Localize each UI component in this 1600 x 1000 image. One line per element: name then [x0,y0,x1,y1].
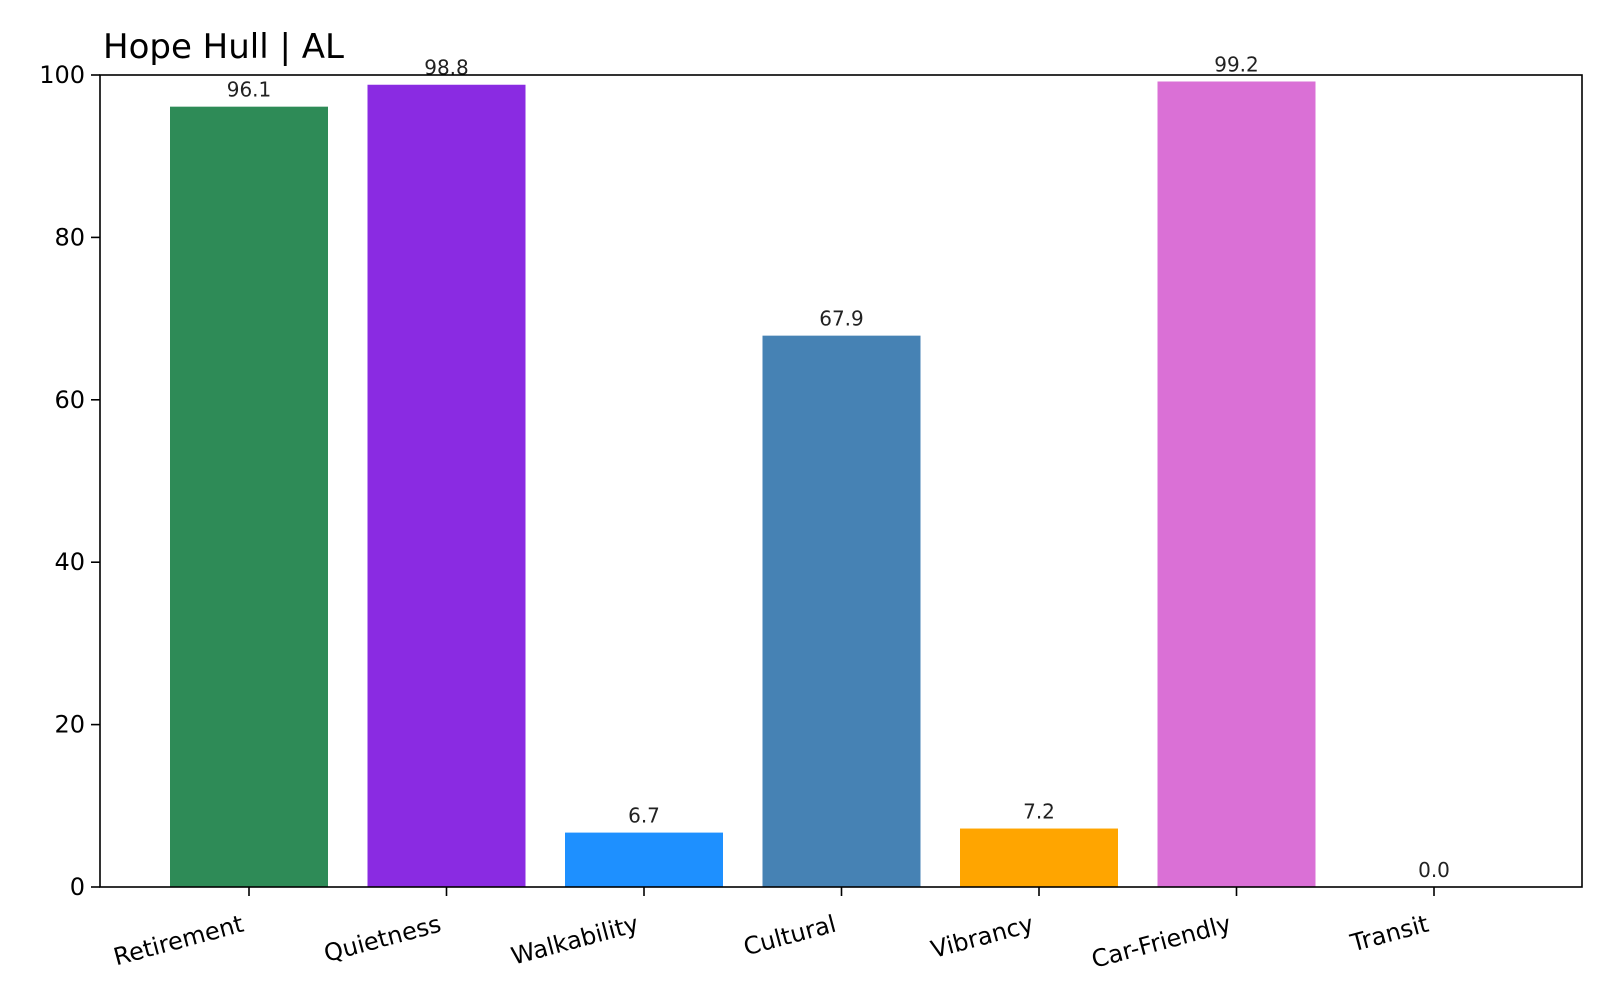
y-tick-label: 20 [54,711,85,739]
bar-walkability [565,832,723,887]
y-tick-label: 40 [54,548,85,576]
bar-vibrancy [960,828,1118,887]
data-label: 99.2 [1214,52,1259,76]
data-label: 0.0 [1418,858,1450,882]
bar-quietness [367,84,526,887]
plot-frame [99,74,1583,888]
bars-group: 96.1 98.8 6.7 67.9 7.2 99.2 0.0 [170,52,1450,888]
y-tick-label: 60 [54,386,85,414]
x-tick-label: Walkability [508,910,641,971]
data-label: 7.2 [1023,800,1055,824]
x-tick-label: Car-Friendly [1089,910,1235,974]
x-axis: Retirement Quietness Walkability Cultural Vi… [111,887,1435,974]
data-label: 96.1 [227,78,272,102]
x-tick-label: Cultural [741,910,840,962]
y-tick-label: 80 [54,223,85,251]
x-tick-label: Quietness [321,910,444,968]
x-tick-label: Transit [1347,910,1432,958]
data-label: 6.7 [628,804,660,828]
y-tick-label: 100 [39,61,85,89]
bar-cultural [762,335,921,888]
y-axis: 0 20 40 60 80 100 [39,61,100,901]
chart-title: Hope Hull | AL [103,27,344,67]
data-label: 98.8 [424,56,469,80]
data-label: 67.9 [819,307,864,331]
bar-retirement [170,106,328,888]
x-tick-label: Retirement [111,910,247,972]
y-tick-label: 0 [70,873,85,901]
bar-car-friendly [1157,81,1316,888]
x-tick-label: Vibrancy [928,910,1037,964]
